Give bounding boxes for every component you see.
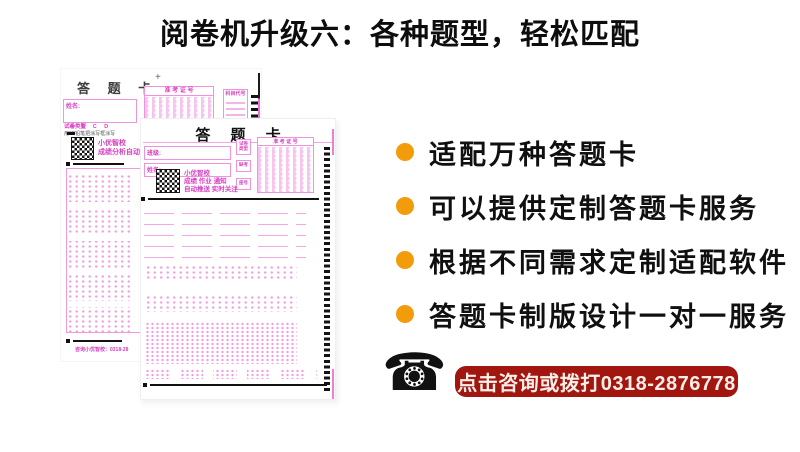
- separator-line: [66, 162, 124, 166]
- qr-code: [71, 137, 94, 160]
- answer-bubble-block: [145, 322, 297, 364]
- bullet-dot-icon: [396, 305, 414, 323]
- qr-code: [156, 169, 180, 193]
- registration-plus-mark: +: [155, 72, 161, 83]
- name-label: 姓名:: [147, 168, 161, 174]
- bullet-dot-icon: [396, 143, 414, 161]
- sheet-footer-note: 咨询小优智校：0318-28: [75, 347, 129, 353]
- qr-caption: 小优智校 成绩分析自动推送: [98, 140, 154, 157]
- pencil-note-text: 用2B铅笔把涂写框涂写: [64, 131, 116, 137]
- feature-label: 答题卡制版设计一对一服务: [429, 301, 789, 332]
- feature-item: 答题卡制版设计一对一服务: [396, 300, 789, 332]
- qr-caption-line1: 小优智校: [184, 170, 210, 177]
- answer-sheet-front: 答 题 卡 班级: 姓名: 试卷类型 缺考 座号 准 考 证 号 小优智校 成绩…: [140, 118, 336, 400]
- separator-line: [143, 383, 327, 387]
- paper-type-label: 试卷类型: [64, 124, 87, 130]
- qr-caption: 小优智校 成绩 作业 通知 自动推送 实时关注: [184, 170, 238, 194]
- admission-number-header: 准 考 证 号: [258, 138, 313, 146]
- feature-label: 根据不同需求定制适配软件: [429, 247, 789, 278]
- paper-type-row: 试卷类型 A B C D: [64, 124, 111, 130]
- qr-caption-line2: 成绩 作业 通知: [184, 178, 227, 185]
- timing-marks-column: [324, 147, 330, 393]
- admission-number-grid: 准 考 证 号: [257, 137, 314, 193]
- edge-timing-line: [258, 73, 260, 119]
- feature-item: 可以提供定制答题卡服务: [396, 192, 789, 224]
- qr-caption-line1: 小优智校: [98, 140, 126, 147]
- absent-box: 缺考: [236, 160, 251, 172]
- feature-label: 可以提供定制答题卡服务: [429, 193, 759, 224]
- name-label: 姓名:: [66, 104, 80, 110]
- bullet-dot-icon: [396, 251, 414, 269]
- grouped-bubble-row: [145, 369, 317, 379]
- feature-item: 适配万种答题卡: [396, 138, 789, 170]
- admission-number-header: 准 考 证 号: [145, 87, 213, 96]
- phone-icon: ☎: [382, 343, 447, 403]
- name-field-box: 姓名:: [63, 99, 137, 123]
- qr-caption-line3: 自动推送 实时关注: [184, 186, 238, 193]
- answer-bubble-block: [145, 295, 297, 312]
- answer-bubble-block: [145, 265, 297, 279]
- seat-number-box: 座号: [236, 178, 251, 190]
- barcode-marks: [251, 95, 259, 123]
- short-answer-blanks: [144, 203, 306, 261]
- qr-caption-line2: 成绩分析自动推送: [98, 148, 154, 156]
- separator-line: [66, 339, 122, 343]
- bullet-dot-icon: [396, 197, 414, 215]
- cta-banner[interactable]: 点击咨询或拨打0318-2876778: [455, 366, 738, 397]
- feature-item: 根据不同需求定制适配软件: [396, 246, 789, 278]
- edge-accent: [332, 369, 334, 399]
- page-title: 阅卷机升级六：各种题型，轻松匹配: [159, 19, 640, 51]
- class-label: 班级:: [147, 151, 161, 157]
- fill-sample-mark: [67, 132, 75, 135]
- sheet-title: 答 题 卡: [77, 81, 159, 96]
- cta-label: 点击咨询或拨打0318-2876778: [457, 373, 736, 395]
- subject-code-header: 科目代号: [225, 91, 246, 97]
- feature-label: 适配万种答题卡: [429, 139, 639, 170]
- feature-list: 适配万种答题卡 可以提供定制答题卡服务 根据不同需求定制适配软件 答题卡制版设计…: [396, 138, 789, 332]
- subject-code-rows: [226, 102, 245, 122]
- admission-number-bubbles: [258, 147, 313, 192]
- separator-line: [141, 197, 319, 201]
- edge-accent: [332, 129, 334, 155]
- paper-type-options: A B C D: [70, 124, 112, 130]
- class-field-box: 班级:: [144, 146, 231, 160]
- paper-type-box: 试卷类型: [236, 139, 251, 155]
